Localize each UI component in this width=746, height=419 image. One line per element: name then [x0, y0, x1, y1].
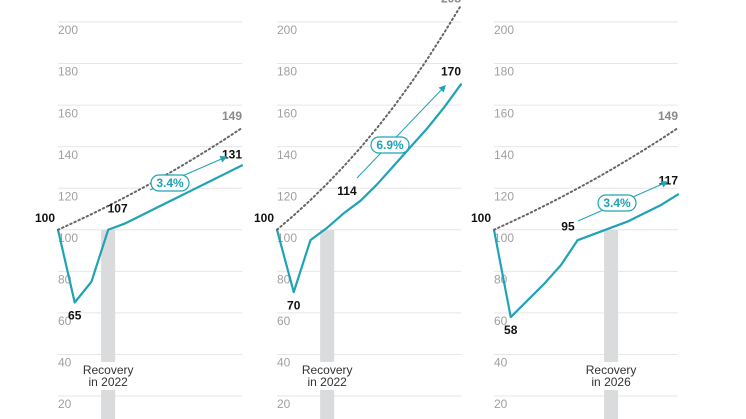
value-label: 65 — [68, 309, 82, 323]
series-line — [275, 83, 463, 294]
value-label: 149 — [658, 109, 678, 123]
y-tick-label: 140 — [277, 148, 297, 162]
y-tick-label: 180 — [58, 65, 78, 79]
value-label: 131 — [222, 148, 242, 162]
growth-pill — [370, 136, 410, 154]
y-tick-label: 100 — [277, 231, 297, 245]
value-label: 114 — [337, 184, 357, 198]
recovery-label: Recovery — [586, 363, 637, 377]
y-tick-label: 40 — [277, 356, 291, 370]
series-line — [276, 4, 462, 231]
recovery-label: Recovery — [83, 363, 134, 377]
value-label: 170 — [441, 65, 461, 79]
value-label: 149 — [222, 109, 242, 123]
y-tick-label: 40 — [58, 356, 72, 370]
recovery-bar — [320, 229, 335, 419]
value-label: 70 — [287, 298, 301, 312]
y-tick-label: 20 — [277, 397, 291, 411]
growth-label: 3.4% — [603, 196, 631, 210]
value-label: 95 — [561, 219, 575, 233]
y-tick-label: 20 — [494, 397, 508, 411]
recovery-label-bg — [585, 362, 638, 390]
series-line — [492, 193, 680, 319]
growth-label: 6.9% — [376, 138, 404, 152]
value-label: 100 — [471, 211, 491, 225]
y-tick-label: 200 — [277, 23, 297, 37]
value-label: 100 — [254, 211, 274, 225]
recovery-label: in 2026 — [591, 375, 631, 389]
value-label: 100 — [35, 211, 55, 225]
growth-label: 3.4% — [156, 176, 184, 190]
y-tick-label: 120 — [58, 189, 78, 203]
y-tick-label: 100 — [58, 231, 78, 245]
y-tick-label: 120 — [277, 189, 297, 203]
recovery-label: Recovery — [302, 363, 353, 377]
y-tick-label: 80 — [494, 273, 508, 287]
y-tick-label: 60 — [277, 314, 291, 328]
growth-pill — [597, 194, 637, 212]
y-tick-label: 100 — [494, 231, 514, 245]
y-tick-label: 60 — [58, 314, 72, 328]
y-tick-label: 200 — [494, 23, 514, 37]
y-tick-label: 160 — [494, 106, 514, 120]
y-tick-label: 200 — [58, 23, 78, 37]
recovery-label-bg — [82, 362, 135, 390]
growth-pill — [150, 174, 190, 192]
y-tick-label: 20 — [58, 397, 72, 411]
y-tick-label: 80 — [277, 273, 291, 287]
recovery-label: in 2022 — [88, 375, 128, 389]
recovery-label: in 2022 — [307, 375, 347, 389]
series-line — [493, 126, 679, 231]
y-tick-label: 140 — [494, 148, 514, 162]
y-tick-label: 120 — [494, 189, 514, 203]
y-tick-label: 180 — [277, 65, 297, 79]
y-tick-label: 180 — [494, 65, 514, 79]
y-tick-label: 160 — [277, 106, 297, 120]
y-tick-label: 160 — [58, 106, 78, 120]
y-tick-label: 60 — [494, 314, 508, 328]
recovery-bar — [101, 229, 116, 419]
value-label: 58 — [504, 323, 518, 337]
growth-arrow — [356, 84, 446, 179]
recovery-label-bg — [301, 362, 354, 390]
y-tick-label: 40 — [494, 356, 508, 370]
value-label: 107 — [108, 201, 128, 215]
y-tick-label: 140 — [58, 148, 78, 162]
series-line — [57, 126, 243, 231]
recovery-bar — [604, 229, 619, 419]
series-line — [56, 164, 244, 304]
value-label: 117 — [659, 174, 679, 188]
value-label: 208 — [441, 0, 461, 6]
